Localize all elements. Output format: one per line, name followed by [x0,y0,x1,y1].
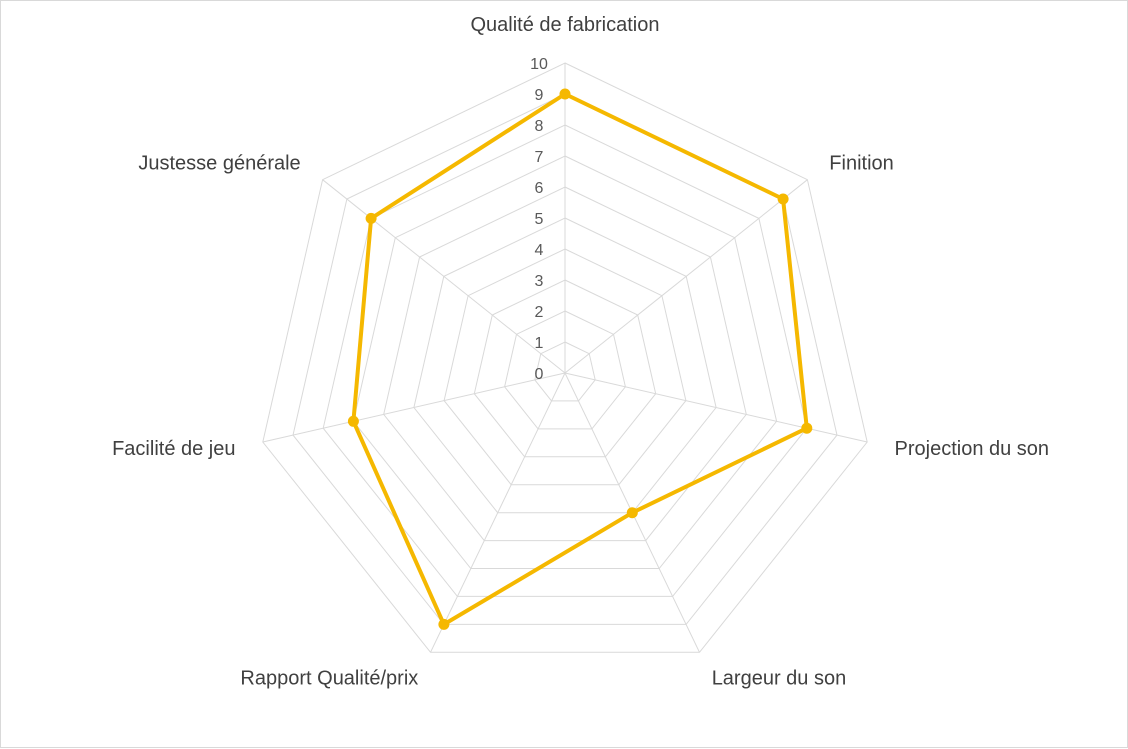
grid-ring-8 [322,124,808,597]
grid-ring-9 [292,93,838,625]
data-point [438,618,450,630]
tick-label: 3 [535,273,544,290]
grid-ring-3 [473,279,657,458]
category-label: Finition [829,152,893,174]
tick-label: 8 [535,118,544,135]
spoke-6 [322,179,566,374]
spoke-2 [564,372,868,443]
spoke-5 [262,372,566,443]
data-point [365,212,377,224]
category-label: Justesse générale [138,152,300,174]
category-label: Projection du son [895,438,1050,460]
category-label: Rapport Qualité/prix [240,668,418,690]
grid-ring-4 [443,248,687,486]
category-label: Largeur du son [712,668,847,690]
category-label: Qualité de fabrication [470,14,659,36]
data-point [777,193,789,205]
tick-label: 7 [535,149,544,166]
grid-ring-5 [413,217,717,514]
data-point [626,507,638,519]
tick-labels: 0 1 2 3 4 5 6 7 8 9 10 [530,56,548,383]
data-point [559,88,571,100]
category-labels: Qualité de fabrication Finition Projection… [112,14,1049,690]
tick-label: 9 [535,87,544,104]
grid-layer [262,62,868,653]
grid-ring-7 [352,155,778,569]
data-point [347,415,359,427]
series-line-0 [351,92,809,627]
tick-label: 4 [535,242,544,259]
tick-label: 0 [535,366,544,383]
tick-label: 5 [535,211,544,228]
category-label: Facilité de jeu [112,438,235,460]
grid-ring-1 [534,341,596,402]
grid-ring-6 [383,186,747,542]
tick-label: 6 [535,180,544,197]
tick-label: 1 [535,335,544,352]
spoke-1 [564,179,808,374]
data-point [801,422,813,434]
grid-ring-2 [504,310,626,430]
spoke-4 [430,372,566,653]
grid-ring-10 [262,62,868,653]
series-layer [347,88,813,630]
tick-label: 10 [530,56,548,73]
tick-label: 2 [535,304,544,321]
